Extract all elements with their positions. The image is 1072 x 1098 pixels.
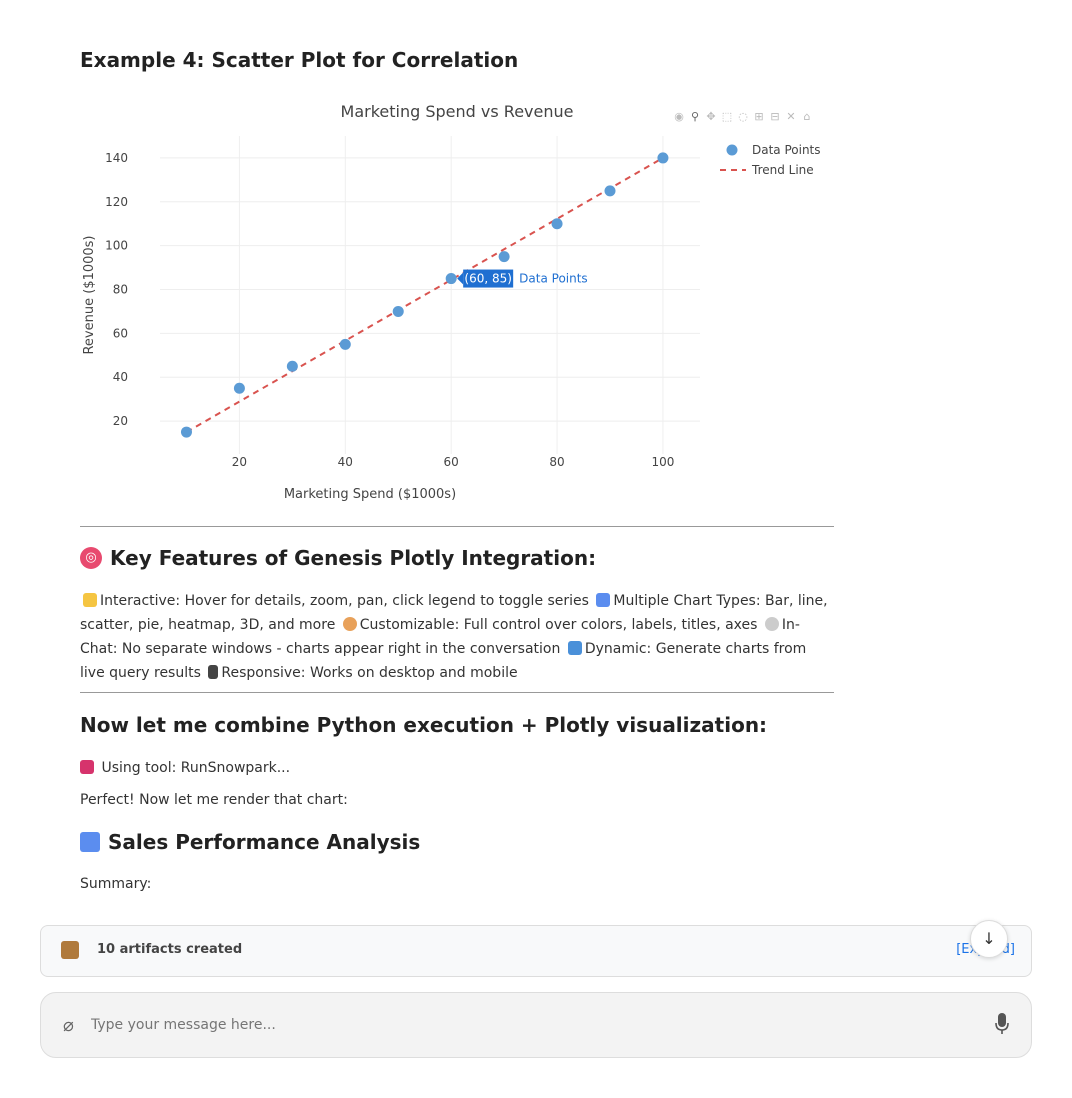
x-tick-label: 80 (549, 455, 564, 469)
feature-text: Customizable: Full control over colors, … (359, 617, 758, 633)
legend-marker-data-points[interactable] (726, 144, 738, 156)
scatter-chart[interactable]: Marketing Spend vs Revenue ◉ ⚲ ✥ ⬚ ◌ ⊞ ⊟… (80, 96, 840, 516)
autoscale-icon[interactable]: ✕ (786, 110, 796, 123)
camera-icon[interactable]: ◉ (674, 110, 684, 123)
bar-chart-icon (80, 832, 100, 852)
hover-pointer (457, 272, 464, 285)
y-tick-label: 140 (105, 151, 128, 165)
scroll-down-button[interactable]: ↓ (970, 920, 1008, 958)
artifacts-label: 10 artifacts created (97, 942, 243, 957)
phone-icon (208, 665, 219, 679)
feature-text: Multiple Chart Types: Bar, line, scatter… (80, 593, 828, 633)
x-tick-label: 40 (338, 455, 353, 469)
zoom-in-icon[interactable]: ⊞ (754, 110, 764, 123)
feature-text: Interactive: Hover for details, zoom, pa… (100, 593, 589, 609)
divider (80, 526, 834, 527)
feature-text: In-Chat: No separate windows - charts ap… (80, 617, 800, 657)
data-point[interactable] (233, 382, 245, 394)
y-tick-label: 80 (113, 283, 128, 297)
data-point[interactable] (339, 338, 351, 350)
zoom-icon[interactable]: ⚲ (690, 110, 700, 123)
feature-text: Responsive: Works on desktop and mobile (221, 665, 518, 681)
data-point[interactable] (657, 152, 669, 164)
legend-label: Trend Line (751, 163, 814, 177)
y-axis-label: Revenue ($1000s) (82, 235, 97, 354)
y-tick-label: 40 (113, 370, 128, 384)
bar-chart-icon (596, 593, 611, 607)
render-line: Perfect! Now let me render that chart: (80, 792, 348, 808)
x-tick-label: 60 (444, 455, 459, 469)
feature-text: Dynamic: Generate charts from live query… (80, 641, 807, 681)
hover-box (463, 269, 514, 288)
data-point[interactable] (551, 218, 563, 230)
x-tick-label: 20 (232, 455, 247, 469)
summary-label: Summary: (80, 876, 152, 892)
data-point[interactable] (286, 360, 298, 372)
chart-title: Marketing Spend vs Revenue (340, 102, 574, 121)
divider (80, 692, 834, 693)
sales-heading: Sales Performance Analysis (80, 830, 420, 854)
y-tick-label: 20 (113, 414, 128, 428)
sales-heading-text: Sales Performance Analysis (108, 830, 421, 854)
artifacts-bar[interactable]: 10 artifacts created [Expand] (40, 925, 1032, 977)
features-heading: ◎ Key Features of Genesis Plotly Integra… (80, 546, 596, 570)
combine-heading: Now let me combine Python execution + Pl… (80, 713, 768, 737)
hover-series-name: Data Points (519, 272, 588, 286)
trend-line (185, 157, 664, 433)
paperclip-icon[interactable]: ⌀ (63, 1015, 74, 1036)
tool-line: Using tool: RunSnowpark... (80, 756, 834, 780)
data-point[interactable] (180, 426, 192, 438)
tool-line-text: Using tool: RunSnowpark... (101, 760, 291, 776)
data-point[interactable] (392, 305, 404, 317)
package-icon (61, 941, 79, 959)
data-point[interactable] (498, 251, 510, 263)
speech-bubble-icon (764, 617, 779, 631)
palette-icon (342, 617, 357, 631)
data-point[interactable] (604, 185, 616, 197)
microphone-icon[interactable] (995, 1013, 1009, 1035)
refresh-icon (567, 641, 582, 655)
hover-label: (60, 85) (464, 272, 512, 286)
y-tick-label: 120 (105, 195, 128, 209)
x-axis-label: Marketing Spend ($1000s) (284, 487, 456, 502)
home-icon[interactable]: ⌂ (803, 110, 811, 123)
features-paragraph: Interactive: Hover for details, zoom, pa… (80, 589, 834, 685)
sparkles-icon (83, 593, 97, 607)
data-point[interactable] (445, 273, 457, 285)
legend-label: Data Points (752, 143, 821, 157)
box-select-icon[interactable]: ⬚ (721, 110, 733, 123)
features-heading-text: Key Features of Genesis Plotly Integrati… (110, 546, 597, 570)
lasso-icon[interactable]: ◌ (738, 110, 748, 123)
toolbox-icon (80, 760, 94, 774)
zoom-out-icon[interactable]: ⊟ (770, 110, 780, 123)
arrow-down-icon: ↓ (982, 929, 996, 948)
pan-icon[interactable]: ✥ (706, 110, 716, 123)
message-composer: ⌀ (40, 992, 1032, 1058)
y-tick-label: 60 (113, 326, 128, 340)
y-tick-label: 100 (105, 239, 128, 253)
target-icon: ◎ (80, 547, 102, 569)
example-heading: Example 4: Scatter Plot for Correlation (80, 48, 519, 72)
message-input[interactable] (89, 1011, 973, 1039)
chart-modebar: ◉ ⚲ ✥ ⬚ ◌ ⊞ ⊟ ✕ ⌂ (672, 110, 814, 123)
x-tick-label: 100 (651, 455, 674, 469)
